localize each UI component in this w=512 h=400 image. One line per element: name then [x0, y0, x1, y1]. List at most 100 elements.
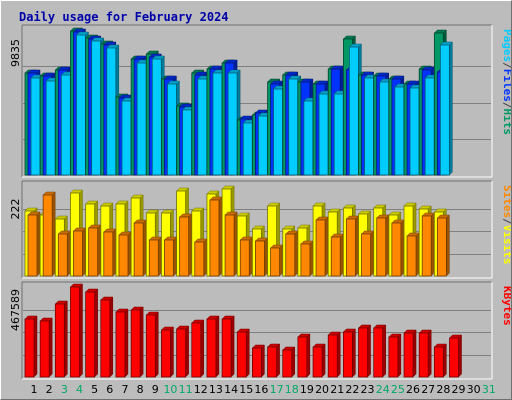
bar-side-kbytes-day-29: [458, 334, 462, 378]
x-tick-label-day-28: 28: [436, 383, 450, 396]
bar-side-sites-day-19: [309, 240, 314, 277]
bar-sites-day-18: [285, 233, 296, 277]
bar-side-kbytes-day-13: [215, 315, 220, 378]
bar-pages-day-25: [394, 86, 405, 176]
x-tick-label-day-30: 30: [467, 383, 481, 396]
bar-pages-day-19: [303, 100, 314, 176]
bar-side-kbytes-day-20: [321, 343, 326, 378]
bar-kbytes-day-7: [115, 311, 126, 378]
x-tick-label-day-1: 1: [31, 383, 38, 396]
bar-side-kbytes-day-9: [155, 311, 159, 378]
bar-side-sites-day-7: [127, 231, 132, 277]
bar-sites-day-2: [42, 194, 53, 277]
bar-kbytes-day-10: [161, 329, 171, 378]
x-tick-label-day-27: 27: [421, 383, 435, 396]
bar-side-sites-day-6: [112, 228, 117, 277]
x-tick-label-day-22: 22: [345, 383, 359, 396]
bar-pages-day-13: [212, 72, 223, 176]
bar-pages-day-20: [318, 93, 329, 176]
bar-sites-day-11: [179, 216, 190, 277]
bar-side-sites-day-24: [385, 214, 389, 277]
x-tick-label-day-8: 8: [137, 383, 144, 396]
bar-side-sites-day-23: [370, 230, 374, 277]
axis-label-part: Files: [501, 69, 511, 102]
bar-side-kbytes-day-18: [291, 346, 295, 378]
panel-axis-label: Pages/Files/Hits: [501, 29, 511, 135]
bar-side-kbytes-day-27: [427, 329, 432, 378]
x-tick-label-day-21: 21: [330, 383, 344, 396]
bar-sites-day-8: [133, 222, 144, 277]
bar-pages-day-2: [45, 80, 56, 176]
bar-side-sites-day-10: [173, 236, 177, 277]
bar-side-sites-day-14: [233, 211, 238, 277]
bar-side-kbytes-day-5: [94, 288, 98, 378]
bar-pages-day-28: [439, 44, 450, 176]
bar-side-sites-day-2: [51, 191, 56, 277]
bar-side-kbytes-day-19: [306, 333, 311, 378]
bar-sites-day-12: [194, 241, 205, 277]
axis-label-part: Hits: [501, 109, 511, 136]
bar-kbytes-day-16: [252, 347, 262, 378]
bar-side-sites-day-18: [294, 230, 298, 277]
x-tick-label-day-16: 16: [254, 383, 268, 396]
bar-side-sites-day-5: [97, 224, 101, 277]
panel-axis-legend: KBytes: [501, 286, 511, 326]
bar-pages-day-5: [91, 40, 102, 176]
bar-sites-day-7: [118, 234, 129, 277]
bar-side-sites-day-1: [36, 211, 41, 277]
bar-sites-day-9: [148, 239, 159, 277]
bar-pages-day-18: [288, 78, 299, 176]
bar-kbytes-day-11: [176, 328, 187, 378]
bar-side-kbytes-day-4: [79, 283, 83, 378]
x-tick-label-day-29: 29: [452, 383, 466, 396]
bar-side-sites-day-25: [400, 219, 405, 277]
x-tick-label-day-9: 9: [152, 383, 159, 396]
bar-side-kbytes-day-16: [261, 344, 265, 378]
panel-axis-legend: Sites/Visits: [501, 185, 511, 265]
bar-kbytes-day-22: [342, 331, 353, 378]
bar-pages-day-7: [121, 100, 132, 176]
bar-side-pages-day-28: [449, 41, 453, 176]
bar-side-kbytes-day-6: [109, 296, 114, 378]
x-tick-label-day-17: 17: [270, 383, 284, 396]
bar-sites-day-10: [164, 239, 174, 277]
bar-kbytes-day-3: [54, 303, 65, 378]
bar-side-sites-day-20: [324, 216, 329, 277]
bar-kbytes-day-27: [418, 332, 429, 378]
x-tick-label-day-23: 23: [361, 383, 375, 396]
bar-pages-day-12: [197, 78, 208, 176]
bar-sites-day-27: [421, 215, 432, 277]
x-tick-label-day-6: 6: [106, 383, 113, 396]
axis-label-part: Pages: [501, 29, 511, 62]
panel-axis-legend: Pages/Files/Hits: [501, 29, 511, 135]
bar-side-sites-day-12: [203, 238, 208, 277]
bar-side-kbytes-day-10: [170, 326, 174, 378]
x-tick-label-day-24: 24: [376, 383, 390, 396]
bar-sites-day-3: [57, 233, 68, 277]
bar-side-kbytes-day-28: [443, 343, 447, 378]
x-tick-label-day-13: 13: [209, 383, 223, 396]
bar-side-kbytes-day-24: [382, 324, 386, 378]
bar-sites-day-19: [300, 243, 311, 277]
panel-axis-label: Sites/Visits: [501, 185, 511, 265]
bar-side-kbytes-day-26: [412, 329, 417, 378]
bar-side-kbytes-day-2: [48, 317, 53, 378]
bar-kbytes-day-17: [267, 346, 277, 378]
panel-visits-sites: 222 Sites/Visits: [9, 180, 511, 279]
bar-sites-day-25: [391, 222, 402, 277]
bar-sites-day-13: [209, 199, 220, 277]
bar-kbytes-day-23: [358, 327, 368, 378]
bar-pages-day-6: [106, 47, 117, 176]
bar-pages-day-9: [151, 58, 162, 176]
bar-sites-day-20: [315, 219, 326, 277]
bar-pages-day-4: [76, 34, 86, 176]
bar-sites-day-22: [345, 218, 356, 277]
bar-kbytes-day-21: [327, 334, 338, 378]
bar-kbytes-day-19: [297, 336, 308, 378]
bar-pages-day-8: [136, 62, 147, 176]
bar-sites-day-28: [436, 217, 447, 277]
x-tick-label-day-2: 2: [46, 383, 53, 396]
x-tick-label-day-3: 3: [61, 383, 68, 396]
